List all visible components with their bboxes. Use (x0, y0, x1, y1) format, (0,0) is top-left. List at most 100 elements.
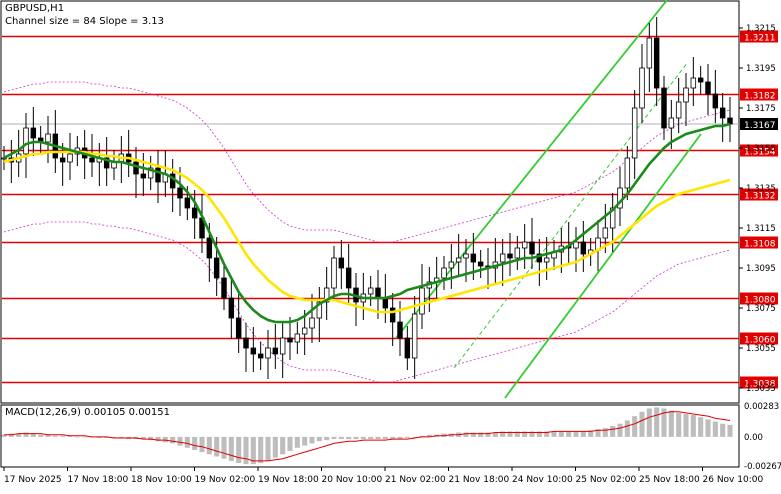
ma-slow-line[interactable] (3, 150, 731, 314)
candle[interactable] (184, 197, 191, 209)
candle[interactable] (675, 101, 682, 119)
candle[interactable] (301, 327, 308, 335)
macd-bar (104, 436, 110, 438)
candle[interactable] (448, 261, 455, 269)
macd-pane[interactable] (0, 404, 740, 468)
candle[interactable] (89, 157, 95, 163)
candle[interactable] (30, 127, 37, 139)
candle[interactable] (646, 37, 653, 69)
candle[interactable] (67, 153, 73, 163)
candle[interactable] (514, 247, 521, 259)
candle[interactable] (206, 237, 213, 259)
candle[interactable] (367, 287, 374, 295)
ma-fast-line[interactable] (3, 122, 731, 324)
candle[interactable] (177, 187, 183, 199)
candle[interactable] (45, 133, 51, 143)
candle[interactable] (463, 253, 469, 259)
candle[interactable] (389, 307, 396, 323)
candle[interactable] (338, 257, 345, 269)
candle[interactable] (529, 241, 535, 255)
candle[interactable] (235, 317, 242, 339)
candle[interactable] (147, 167, 154, 179)
candle[interactable] (697, 77, 704, 83)
candle[interactable] (683, 87, 689, 103)
candle[interactable] (661, 87, 667, 129)
candle[interactable] (441, 267, 447, 279)
candle[interactable] (287, 337, 293, 343)
candle[interactable] (228, 297, 235, 319)
macd-bar (441, 433, 447, 437)
candle[interactable] (719, 107, 726, 119)
candle[interactable] (690, 77, 697, 89)
price-pane[interactable] (0, 0, 740, 404)
macd-bar (184, 436, 190, 448)
macd-bar (558, 431, 564, 437)
candle[interactable] (250, 347, 257, 355)
channel-lower-line[interactable] (504, 133, 702, 399)
candle[interactable] (543, 257, 550, 263)
macd-bar (404, 436, 410, 438)
candle[interactable] (375, 287, 381, 299)
candle[interactable] (345, 267, 352, 289)
candle[interactable] (609, 207, 616, 229)
candle[interactable] (668, 117, 675, 129)
candle[interactable] (470, 253, 477, 263)
candle[interactable] (521, 241, 528, 249)
candle[interactable] (536, 253, 543, 263)
candle[interactable] (705, 81, 711, 95)
candle[interactable] (397, 321, 403, 339)
candle[interactable] (602, 227, 609, 239)
channel-middle-line[interactable] (453, 63, 687, 369)
candle[interactable] (411, 313, 418, 359)
time-label: 24 Nov 10:00 (512, 475, 573, 485)
candle[interactable] (279, 337, 286, 355)
candle[interactable] (221, 277, 227, 299)
current-price-tag (740, 118, 778, 130)
candle[interactable] (419, 287, 425, 315)
candle[interactable] (653, 37, 660, 89)
macd-bar (338, 436, 344, 440)
macd-bar (390, 436, 396, 440)
macd-bar (177, 436, 183, 446)
candle[interactable] (265, 347, 271, 359)
candle[interactable] (507, 253, 513, 259)
macd-bar (419, 435, 425, 437)
macd-bar (243, 436, 249, 465)
candle[interactable] (133, 161, 139, 175)
time-label: 21 Nov 02:00 (385, 475, 446, 485)
candle[interactable] (59, 157, 66, 163)
candle[interactable] (316, 301, 323, 319)
macd-bar (712, 421, 718, 437)
candle[interactable] (23, 127, 29, 155)
candle[interactable] (455, 257, 462, 263)
candle[interactable] (323, 287, 330, 303)
candle[interactable] (624, 157, 631, 189)
macd-bar (368, 436, 374, 440)
candle[interactable] (331, 257, 337, 289)
candle[interactable] (257, 353, 264, 359)
macd-bar (639, 411, 645, 437)
candle[interactable] (272, 347, 279, 355)
candle[interactable] (103, 157, 110, 169)
macd-bar (16, 433, 22, 437)
candle[interactable] (477, 261, 484, 267)
candle[interactable] (243, 337, 249, 349)
candle[interactable] (639, 67, 645, 109)
candle[interactable] (140, 173, 147, 179)
candle[interactable] (631, 107, 638, 159)
candle[interactable] (580, 241, 587, 255)
candle[interactable] (382, 297, 389, 309)
candle[interactable] (213, 257, 220, 279)
macd-bar (690, 415, 696, 437)
candle[interactable] (404, 337, 411, 359)
candle[interactable] (712, 93, 719, 109)
candle[interactable] (309, 317, 315, 329)
macd-bar (727, 424, 733, 437)
candle[interactable] (191, 207, 198, 219)
candle[interactable] (155, 167, 161, 183)
candle[interactable] (294, 333, 301, 343)
candle[interactable] (499, 253, 506, 263)
candle[interactable] (573, 241, 579, 249)
